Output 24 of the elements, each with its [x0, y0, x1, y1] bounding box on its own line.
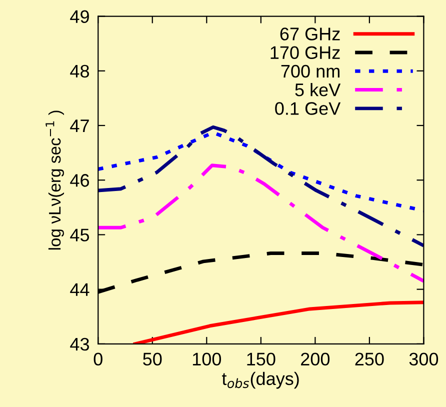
y-axis-title: log νLν(erg sec$^{−1}$ )	[46, 110, 64, 250]
legend-label: 170 GHz	[270, 46, 340, 60]
y-tick-label: 48	[70, 64, 90, 78]
y-tick-label: 47	[70, 120, 89, 132]
x-tick-label: 100	[192, 352, 222, 366]
line-series	[133, 300, 424, 344]
y-tick-label: 44	[70, 283, 90, 296]
y-tick-label: 46	[70, 174, 89, 187]
x-tick-label: 50	[143, 352, 162, 366]
x-tick-label: 200	[301, 352, 330, 366]
y-tick-label: 45	[70, 228, 90, 242]
x-tick-label: 0	[94, 352, 102, 366]
x-axis-title: t$_{obs}$(days)	[222, 372, 299, 389]
legend-label: 5 keV	[295, 83, 341, 96]
y-tick-label: 43	[70, 338, 89, 351]
line-series	[98, 125, 424, 248]
y-tick-label: 49	[70, 10, 89, 23]
x-tick-label: 150	[247, 352, 276, 366]
x-tick-label: 250	[355, 352, 384, 366]
legend-label: 700 nm	[281, 64, 340, 78]
legend-label: 67 GHz	[280, 28, 340, 40]
line-series	[98, 164, 424, 283]
x-tick-label: 300	[409, 352, 438, 366]
legend-label: 0.1 GeV	[275, 102, 341, 115]
